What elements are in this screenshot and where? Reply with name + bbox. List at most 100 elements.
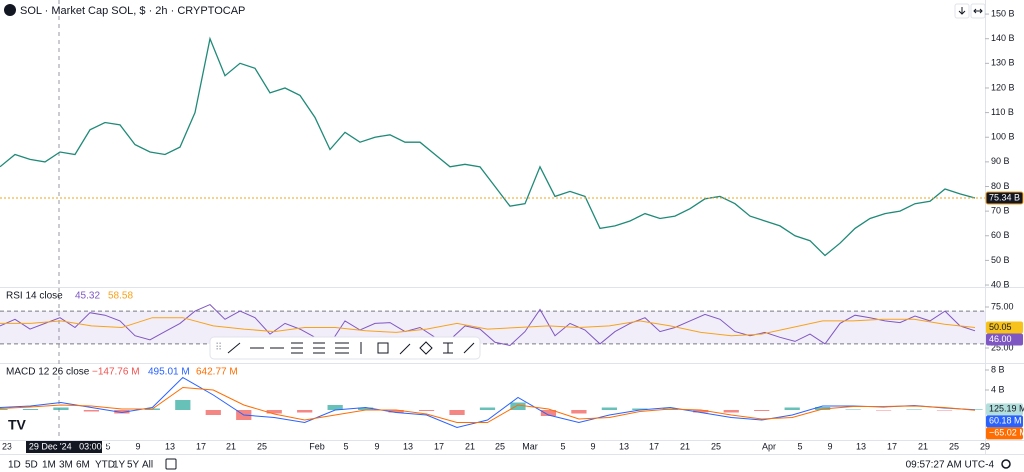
x-tick-label: 5 <box>797 441 802 451</box>
y-tick-label: 100 B <box>991 132 1015 142</box>
histogram-bar <box>784 407 800 410</box>
histogram-bar <box>571 410 587 414</box>
x-tick-label: 13 <box>856 441 866 451</box>
settings-icon[interactable] <box>1001 459 1011 469</box>
histogram-bar <box>175 400 191 410</box>
rsi-band <box>0 311 985 344</box>
x-tick-label: 17 <box>887 441 897 451</box>
drag-handle[interactable]: ⠿ <box>215 343 222 354</box>
calendar-icon[interactable] <box>165 458 177 470</box>
histogram-bar <box>601 407 617 410</box>
y-tick-label: 60 B <box>991 230 1010 240</box>
crosshair-label: Sun 29 Dec '24 03:00 PM <box>10 441 117 451</box>
x-tick-label: 9 <box>135 441 140 451</box>
legend-value: 642.77 M <box>196 367 238 378</box>
y-tick-label: 75.00 <box>991 301 1014 311</box>
x-tick-label: 5 <box>560 441 565 451</box>
x-tick-label: 21 <box>918 441 928 451</box>
y-tick-label: 90 B <box>991 156 1010 166</box>
histogram-bar <box>53 407 69 410</box>
last-value-box <box>986 415 1023 428</box>
last-value-box <box>986 403 1023 416</box>
legend-value: 58.58 <box>108 291 133 302</box>
series-line <box>0 376 976 429</box>
histogram-bar <box>632 408 648 410</box>
x-tick-label: 13 <box>165 441 175 451</box>
last-value-label: −65.02 M <box>989 428 1024 438</box>
y-tick-label: 70 B <box>991 206 1010 216</box>
histogram-bar <box>449 410 465 415</box>
x-tick-label: 25 <box>495 441 505 451</box>
series-line <box>0 304 976 347</box>
range-button[interactable]: 6M <box>76 460 90 471</box>
range-button[interactable]: All <box>142 460 153 471</box>
x-tick-label: 9 <box>374 441 379 451</box>
y-tick-label: 130 B <box>991 58 1015 68</box>
x-tick-label: 29 <box>980 441 990 451</box>
last-value-box <box>985 191 1024 205</box>
range-button[interactable]: 1D <box>8 460 21 471</box>
x-tick-label: 21 <box>465 441 475 451</box>
x-tick-label: 23 <box>2 441 12 451</box>
logo: TV <box>8 417 27 433</box>
range-button[interactable]: 1Y <box>113 460 126 471</box>
y-tick-label: 8 B <box>991 364 1005 374</box>
drawing-toolbar: ⠿ <box>209 336 481 360</box>
symbol-logo <box>4 4 16 16</box>
series-line <box>0 386 976 423</box>
legend-value: 495.01 M <box>148 367 190 378</box>
last-value-label: 50.05 <box>989 322 1012 332</box>
histogram-bar <box>114 410 130 414</box>
range-button[interactable]: 1M <box>42 460 56 471</box>
x-tick-label: 17 <box>434 441 444 451</box>
histogram-bar <box>22 409 39 410</box>
y-tick-label: 40 B <box>991 279 1010 289</box>
histogram-bar <box>906 409 922 410</box>
histogram-bar <box>83 410 100 412</box>
x-tick-label: 17 <box>649 441 659 451</box>
histogram-bar <box>358 407 374 410</box>
range-button[interactable]: 5Y <box>127 460 140 471</box>
y-tick-label: 120 B <box>991 82 1015 92</box>
histogram-bar <box>693 410 709 413</box>
histogram-bar <box>205 410 221 415</box>
last-value-label: 125.19 M <box>989 404 1024 414</box>
last-value-label: 46.00 <box>989 334 1012 344</box>
histogram-bar <box>418 410 435 411</box>
histogram-bar <box>510 402 526 410</box>
x-tick-label: 25 <box>711 441 721 451</box>
series-line <box>0 317 976 337</box>
histogram-bar <box>479 407 496 410</box>
chart-title: SOL · Market Cap SOL, $ · 2h · CRYPTOCAP <box>20 5 245 17</box>
x-tick-label: Apr <box>762 441 776 451</box>
x-tick-label: 17 <box>196 441 206 451</box>
x-tick-label: 9 <box>590 441 595 451</box>
x-tick-label: 21 <box>226 441 236 451</box>
series-line <box>0 36 976 257</box>
indicator-title: MACD 12 26 close <box>6 367 90 378</box>
icon <box>958 7 966 15</box>
y-tick-label: 110 B <box>991 107 1014 117</box>
clock: 09:57:27 AM UTC-4 <box>906 460 995 471</box>
legend-value: −147.76 M <box>92 367 140 378</box>
y-tick-label: 140 B <box>991 33 1015 43</box>
x-tick-label: 13 <box>619 441 629 451</box>
x-tick-label: Mar <box>522 441 538 451</box>
range-button[interactable]: YTD <box>95 460 115 471</box>
histogram-bar <box>875 410 892 411</box>
range-button[interactable]: 3M <box>59 460 73 471</box>
indicator-title: RSI 14 close <box>6 291 63 302</box>
crosshair-label-box <box>26 441 102 453</box>
histogram-bar <box>815 407 831 410</box>
last-value-box <box>986 321 1023 334</box>
y-tick-label: 80 B <box>991 181 1010 191</box>
range-button[interactable]: 5D <box>25 460 38 471</box>
x-tick-label: 25 <box>949 441 959 451</box>
x-tick-label: 25 <box>257 441 267 451</box>
toolbar-icons[interactable] <box>227 341 475 355</box>
last-value-box <box>986 333 1023 346</box>
icon <box>973 8 983 14</box>
last-value-label: 75.34 B <box>989 192 1020 202</box>
